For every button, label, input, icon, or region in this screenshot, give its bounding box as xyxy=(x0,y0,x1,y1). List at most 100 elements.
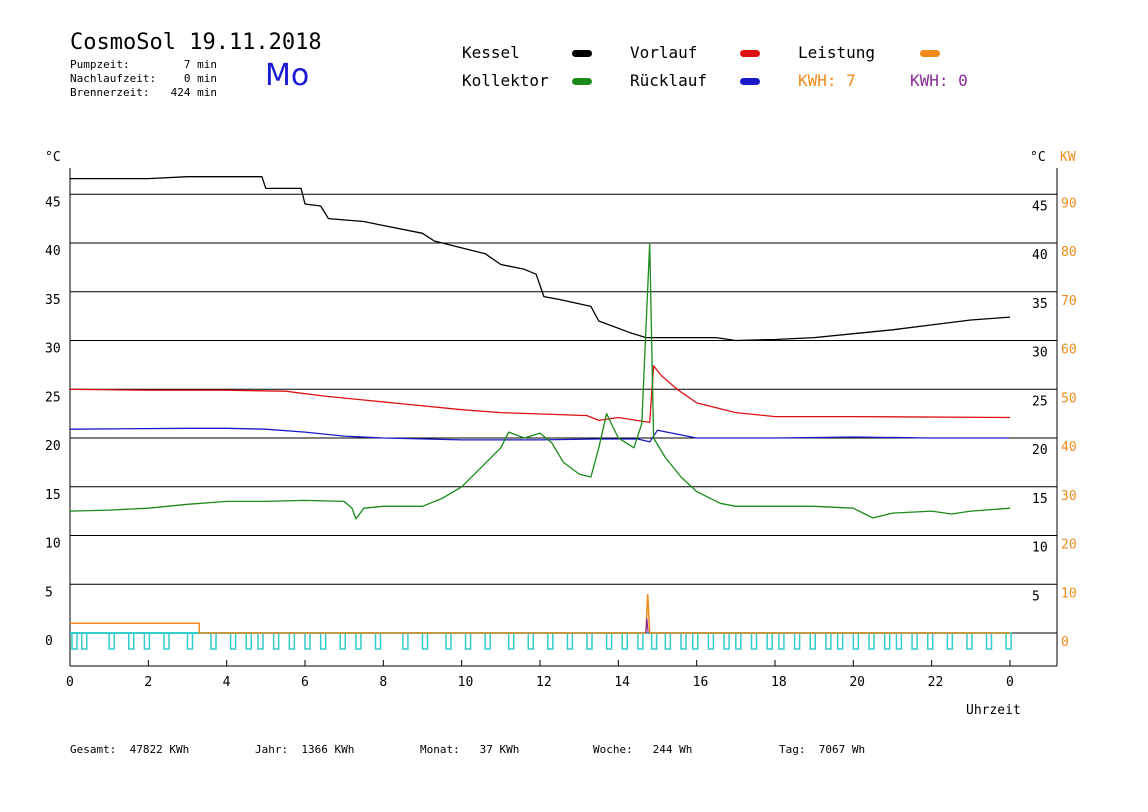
pump-pulse-10 xyxy=(257,632,264,650)
x-tick-3: 6 xyxy=(301,675,309,690)
pump-pulse-8 xyxy=(229,632,237,650)
stat-nachlaufzeit-value: 0 min xyxy=(183,72,217,85)
legend-kwh-orange: KWH: 7 xyxy=(798,71,856,90)
x-tick-2: 4 xyxy=(223,675,231,690)
y-tick-right-kw-0: 0 xyxy=(1061,635,1069,650)
pump-pulse-51 xyxy=(946,632,954,650)
pump-pulse-16 xyxy=(355,632,362,650)
pump-pulse-7 xyxy=(210,632,217,650)
legend-kollektor-label: Kollektor xyxy=(462,71,549,90)
y-tick-right-c-35: 35 xyxy=(1032,297,1048,312)
pump-pulse-0 xyxy=(71,632,78,650)
pump-pulse-22 xyxy=(484,632,491,650)
pump-pulse-49 xyxy=(911,632,918,650)
series-vorlauf xyxy=(69,365,1011,424)
pump-pulse-27 xyxy=(586,632,593,650)
pump-pulse-30 xyxy=(637,632,644,650)
x-tick-5: 10 xyxy=(458,675,474,690)
pump-pulse-17 xyxy=(374,632,382,650)
stat-pumpzeit-label: Pumpzeit: xyxy=(70,58,130,71)
pump-pulse-50 xyxy=(927,632,934,650)
legend-ruecklauf-swatch xyxy=(740,78,760,85)
x-tick-12: 0 xyxy=(1006,675,1014,690)
pump-pulse-24 xyxy=(527,632,534,650)
pump-pulse-47 xyxy=(883,632,891,650)
y-tick-right-c-15: 15 xyxy=(1032,492,1048,507)
x-tick-0: 0 xyxy=(66,675,74,690)
y-tick-left-0: 0 xyxy=(45,634,53,649)
x-tick-8: 16 xyxy=(693,675,709,690)
y-tick-right-c-45: 45 xyxy=(1032,199,1048,214)
legend-kessel-swatch xyxy=(572,50,592,57)
pump-pulse-54 xyxy=(1005,632,1012,650)
series-ruecklauf xyxy=(69,427,1010,443)
pump-pulse-29 xyxy=(621,632,628,650)
footer-woche: Woche: 244 Wh xyxy=(593,743,693,756)
y-tick-left-40: 40 xyxy=(45,244,61,259)
series-kessel xyxy=(70,176,1011,342)
pump-pulse-44 xyxy=(836,632,844,650)
pump-pulse-26 xyxy=(566,632,574,650)
footer-monat: Monat: 37 KWh xyxy=(420,743,520,756)
pump-pulse-19 xyxy=(421,632,429,650)
pump-pulse-40 xyxy=(778,632,785,650)
pump-pulse-21 xyxy=(464,632,472,650)
legend-leistung-label: Leistung xyxy=(798,43,876,62)
legend-kessel-label: Kessel xyxy=(462,43,520,62)
y-axis-right-unit-c: °C xyxy=(1030,150,1046,165)
legend-kwh-purple: KWH: 0 xyxy=(910,71,968,90)
y-tick-left-10: 10 xyxy=(45,537,61,552)
pump-pulse-23 xyxy=(507,632,515,650)
pump-pulse-33 xyxy=(680,632,687,650)
y-tick-right-kw-50: 50 xyxy=(1061,391,1077,406)
pump-pulse-35 xyxy=(707,632,715,650)
pump-pulse-34 xyxy=(692,632,699,650)
series-kollektor xyxy=(69,242,1011,520)
y-tick-right-kw-10: 10 xyxy=(1061,586,1077,601)
pump-pulse-37 xyxy=(735,632,742,650)
legend-leistung-swatch xyxy=(920,50,940,57)
x-tick-10: 20 xyxy=(849,675,865,690)
x-tick-6: 12 xyxy=(536,675,552,690)
footer-jahr: Jahr: 1366 KWh xyxy=(255,743,355,756)
x-tick-11: 22 xyxy=(928,675,944,690)
pump-pulse-13 xyxy=(304,632,311,650)
pump-pulse-1 xyxy=(81,632,88,650)
pump-pulse-31 xyxy=(650,632,658,650)
stat-nachlaufzeit-label: Nachlaufzeit: xyxy=(70,72,157,85)
y-tick-left-35: 35 xyxy=(45,293,61,308)
pump-pulse-11 xyxy=(272,632,280,650)
pump-pulse-53 xyxy=(985,632,993,650)
y-tick-right-c-5: 5 xyxy=(1032,589,1040,604)
y-tick-left-25: 25 xyxy=(45,390,61,405)
y-tick-right-kw-60: 60 xyxy=(1061,343,1077,358)
pump-pulse-32 xyxy=(664,632,672,650)
x-tick-7: 14 xyxy=(614,675,630,690)
pump-pulse-42 xyxy=(809,632,816,650)
stat-brennerzeit-label: Brennerzeit: xyxy=(70,86,150,99)
pump-pulse-38 xyxy=(750,632,758,650)
pump-pulse-2 xyxy=(108,632,115,650)
pump-pulse-36 xyxy=(723,632,730,650)
y-tick-right-kw-30: 30 xyxy=(1061,489,1077,504)
series-leistung xyxy=(70,593,1010,634)
legend-ruecklauf-label: Rücklauf xyxy=(630,71,708,90)
pump-pulse-25 xyxy=(547,632,554,650)
series-kwh-purple xyxy=(645,618,649,634)
stat-pumpzeit-value: 7 min xyxy=(183,58,217,71)
pump-pulse-18 xyxy=(402,632,409,650)
y-tick-right-kw-90: 90 xyxy=(1061,196,1077,211)
pump-pulse-9 xyxy=(245,632,252,650)
footer-tag: Tag: 7067 Wh xyxy=(779,743,866,756)
pump-pulse-39 xyxy=(766,632,773,650)
pump-pulse-4 xyxy=(143,632,151,650)
y-tick-right-kw-70: 70 xyxy=(1061,294,1077,309)
pump-pulse-41 xyxy=(793,632,801,650)
y-axis-left-unit: °C xyxy=(45,150,61,165)
pump-pulse-3 xyxy=(128,632,135,650)
legend-vorlauf-swatch xyxy=(740,50,760,57)
pump-pulse-12 xyxy=(288,632,296,650)
y-axis-right-unit-kw: KW xyxy=(1060,150,1076,165)
y-tick-left-15: 15 xyxy=(45,488,61,503)
